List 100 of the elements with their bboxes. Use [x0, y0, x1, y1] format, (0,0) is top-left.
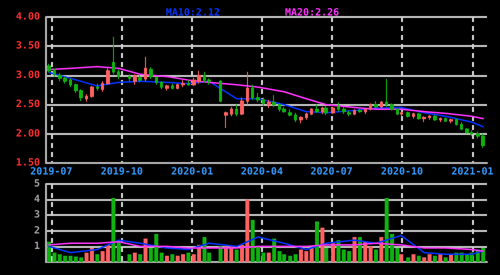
candlestick: [422, 116, 426, 123]
bar: [315, 221, 320, 262]
bar: [374, 250, 378, 262]
candlestick: [112, 36, 115, 75]
candlestick: [251, 84, 254, 100]
candlestick: [444, 116, 447, 123]
candlestick: [380, 100, 383, 109]
candlestick: [417, 112, 421, 120]
candlestick: [101, 80, 104, 92]
candlestick: [331, 106, 335, 114]
candlestick: [400, 111, 403, 117]
candlestick: [219, 80, 222, 103]
candlestick: [282, 106, 286, 114]
y-tick-label: 5: [34, 178, 40, 190]
candlestick: [176, 83, 179, 90]
candlestick: [85, 94, 88, 102]
bar: [234, 250, 239, 262]
candlestick: [321, 106, 324, 114]
candlestick: [385, 78, 388, 108]
y-tick-label: 3: [34, 210, 40, 221]
line-series: [48, 66, 484, 120]
candlestick: [230, 106, 233, 117]
candlestick: [299, 116, 303, 124]
bar: [399, 254, 404, 262]
candlestick: [396, 108, 399, 116]
bar: [406, 257, 410, 262]
candlestick: [406, 111, 410, 118]
candlestick: [47, 63, 51, 73]
candlestick: [246, 71, 249, 106]
candlestick: [165, 84, 169, 92]
candlestick: [310, 108, 313, 116]
y-tick-label: 4.00: [16, 12, 40, 22]
text: MA20:2.26: [285, 8, 340, 18]
candlestick: [133, 74, 137, 86]
candlestick: [149, 66, 153, 80]
y-tick-label: 2.50: [16, 99, 40, 110]
candlestick: [412, 112, 415, 120]
y-tick-label: 1.50: [16, 158, 40, 168]
candlestick: [267, 99, 271, 109]
bar: [432, 256, 437, 262]
candlestick: [288, 108, 292, 117]
candlestick: [90, 85, 94, 98]
bar: [412, 254, 416, 262]
candlestick: [53, 68, 56, 78]
candlestick: [106, 68, 110, 86]
line-series: [48, 240, 484, 252]
candlestick: [256, 92, 260, 103]
candlestick: [155, 76, 158, 86]
y-tick-label: 4: [34, 194, 40, 206]
candlestick: [353, 108, 356, 116]
candlestick: [364, 108, 367, 114]
candlestick: [96, 83, 99, 92]
bar: [444, 257, 448, 262]
bar: [95, 254, 100, 262]
candlestick: [315, 104, 319, 114]
x-tick-label: 2020-07: [310, 166, 353, 178]
candlestick: [460, 122, 463, 131]
bar: [132, 252, 137, 262]
bar: [266, 252, 271, 262]
candlestick: [117, 69, 120, 80]
candlestick: [181, 80, 185, 88]
bar: [186, 252, 190, 262]
candlestick: [449, 118, 453, 124]
x-tick-label: 2020-04: [240, 166, 283, 178]
x-tick-label: 2021-01: [451, 166, 494, 178]
line-series: [48, 72, 484, 128]
x-tick-label: 2019-10: [100, 166, 143, 178]
y-tick-label: 2.00: [16, 128, 40, 140]
candlestick: [390, 102, 394, 111]
candlestick: [374, 100, 378, 109]
candlestick: [347, 110, 351, 117]
candlestick: [324, 105, 328, 116]
candlestick: [337, 102, 340, 112]
line-series: [48, 234, 484, 255]
bar: [170, 254, 174, 262]
candlestick: [272, 94, 276, 108]
candlestick: [187, 80, 190, 86]
y-tick-label: 3.00: [16, 70, 40, 81]
candlestick: [342, 106, 346, 114]
y-tick-label: 2: [34, 225, 40, 236]
candlestick: [428, 114, 431, 120]
candlestick: [305, 112, 308, 120]
candlestick: [465, 127, 469, 134]
candlestick: [358, 106, 362, 114]
bar: [218, 246, 223, 262]
bar: [324, 248, 328, 262]
candlestick: [455, 118, 458, 126]
bar: [138, 254, 142, 262]
candlestick: [369, 102, 372, 111]
candlestick: [128, 74, 131, 82]
x-tick-label: 2019-07: [30, 166, 72, 178]
candlestick: [235, 104, 238, 117]
bar: [416, 256, 421, 262]
candlestick: [262, 97, 265, 106]
candlestick: [144, 56, 147, 82]
y-tick-label: 3.50: [16, 40, 40, 52]
candlestick: [138, 74, 142, 83]
candlestick: [439, 116, 442, 123]
candlestick: [294, 112, 297, 123]
candlestick: [240, 97, 244, 116]
